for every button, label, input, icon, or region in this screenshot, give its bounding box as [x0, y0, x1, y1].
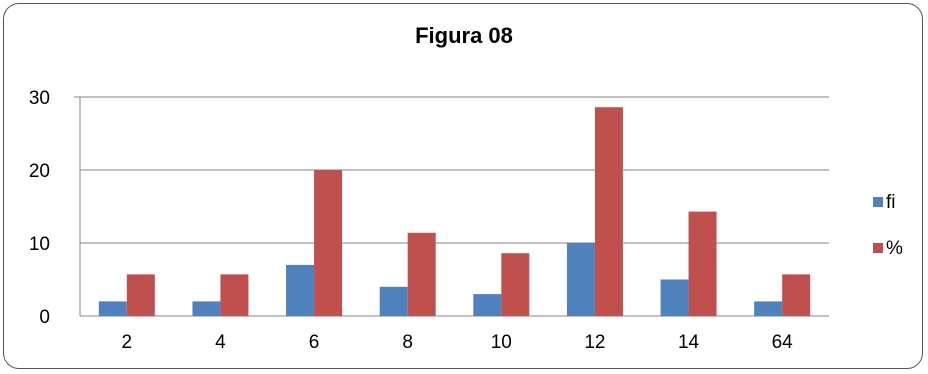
legend: fi%	[873, 192, 903, 259]
bar-fi-12	[566, 243, 595, 316]
chart-title: Figura 08	[415, 23, 513, 48]
x-tick-label: 2	[122, 332, 133, 353]
x-tick-label: 4	[215, 332, 226, 353]
y-tick-label: 30	[29, 88, 50, 109]
bar-fi-64	[754, 301, 783, 316]
bar-fi-6	[286, 264, 315, 316]
bar-percent-12	[594, 107, 623, 316]
bar-percent-6	[314, 170, 343, 316]
bar-percent-64	[782, 274, 811, 316]
y-tick-label: 20	[29, 161, 50, 182]
bar-percent-8	[407, 232, 436, 316]
bar-fi-4	[192, 301, 221, 316]
bar-percent-2	[126, 274, 155, 316]
bar-fi-10	[473, 294, 502, 316]
bar-percent-10	[501, 253, 530, 316]
legend-label-fi: fi	[886, 192, 896, 213]
x-tick-label: 10	[491, 332, 512, 353]
y-tick-label: 0	[39, 307, 50, 328]
bar-percent-14	[688, 211, 717, 316]
bar-fi-2	[98, 301, 127, 316]
legend-swatch-percent	[873, 243, 883, 253]
legend-swatch-fi	[873, 197, 883, 207]
x-tick-label: 6	[309, 332, 320, 353]
x-tick-label: 14	[678, 332, 700, 353]
legend-label-percent: %	[886, 238, 903, 259]
bar-fi-14	[660, 279, 689, 316]
bar-percent-4	[220, 274, 249, 316]
bars	[98, 107, 811, 316]
x-tick-label: 64	[772, 332, 794, 353]
x-tick-label: 12	[584, 332, 605, 353]
x-tick-label: 8	[402, 332, 413, 353]
bar-fi-8	[379, 286, 408, 316]
gridlines	[80, 96, 829, 244]
y-tick-label: 10	[29, 234, 50, 255]
